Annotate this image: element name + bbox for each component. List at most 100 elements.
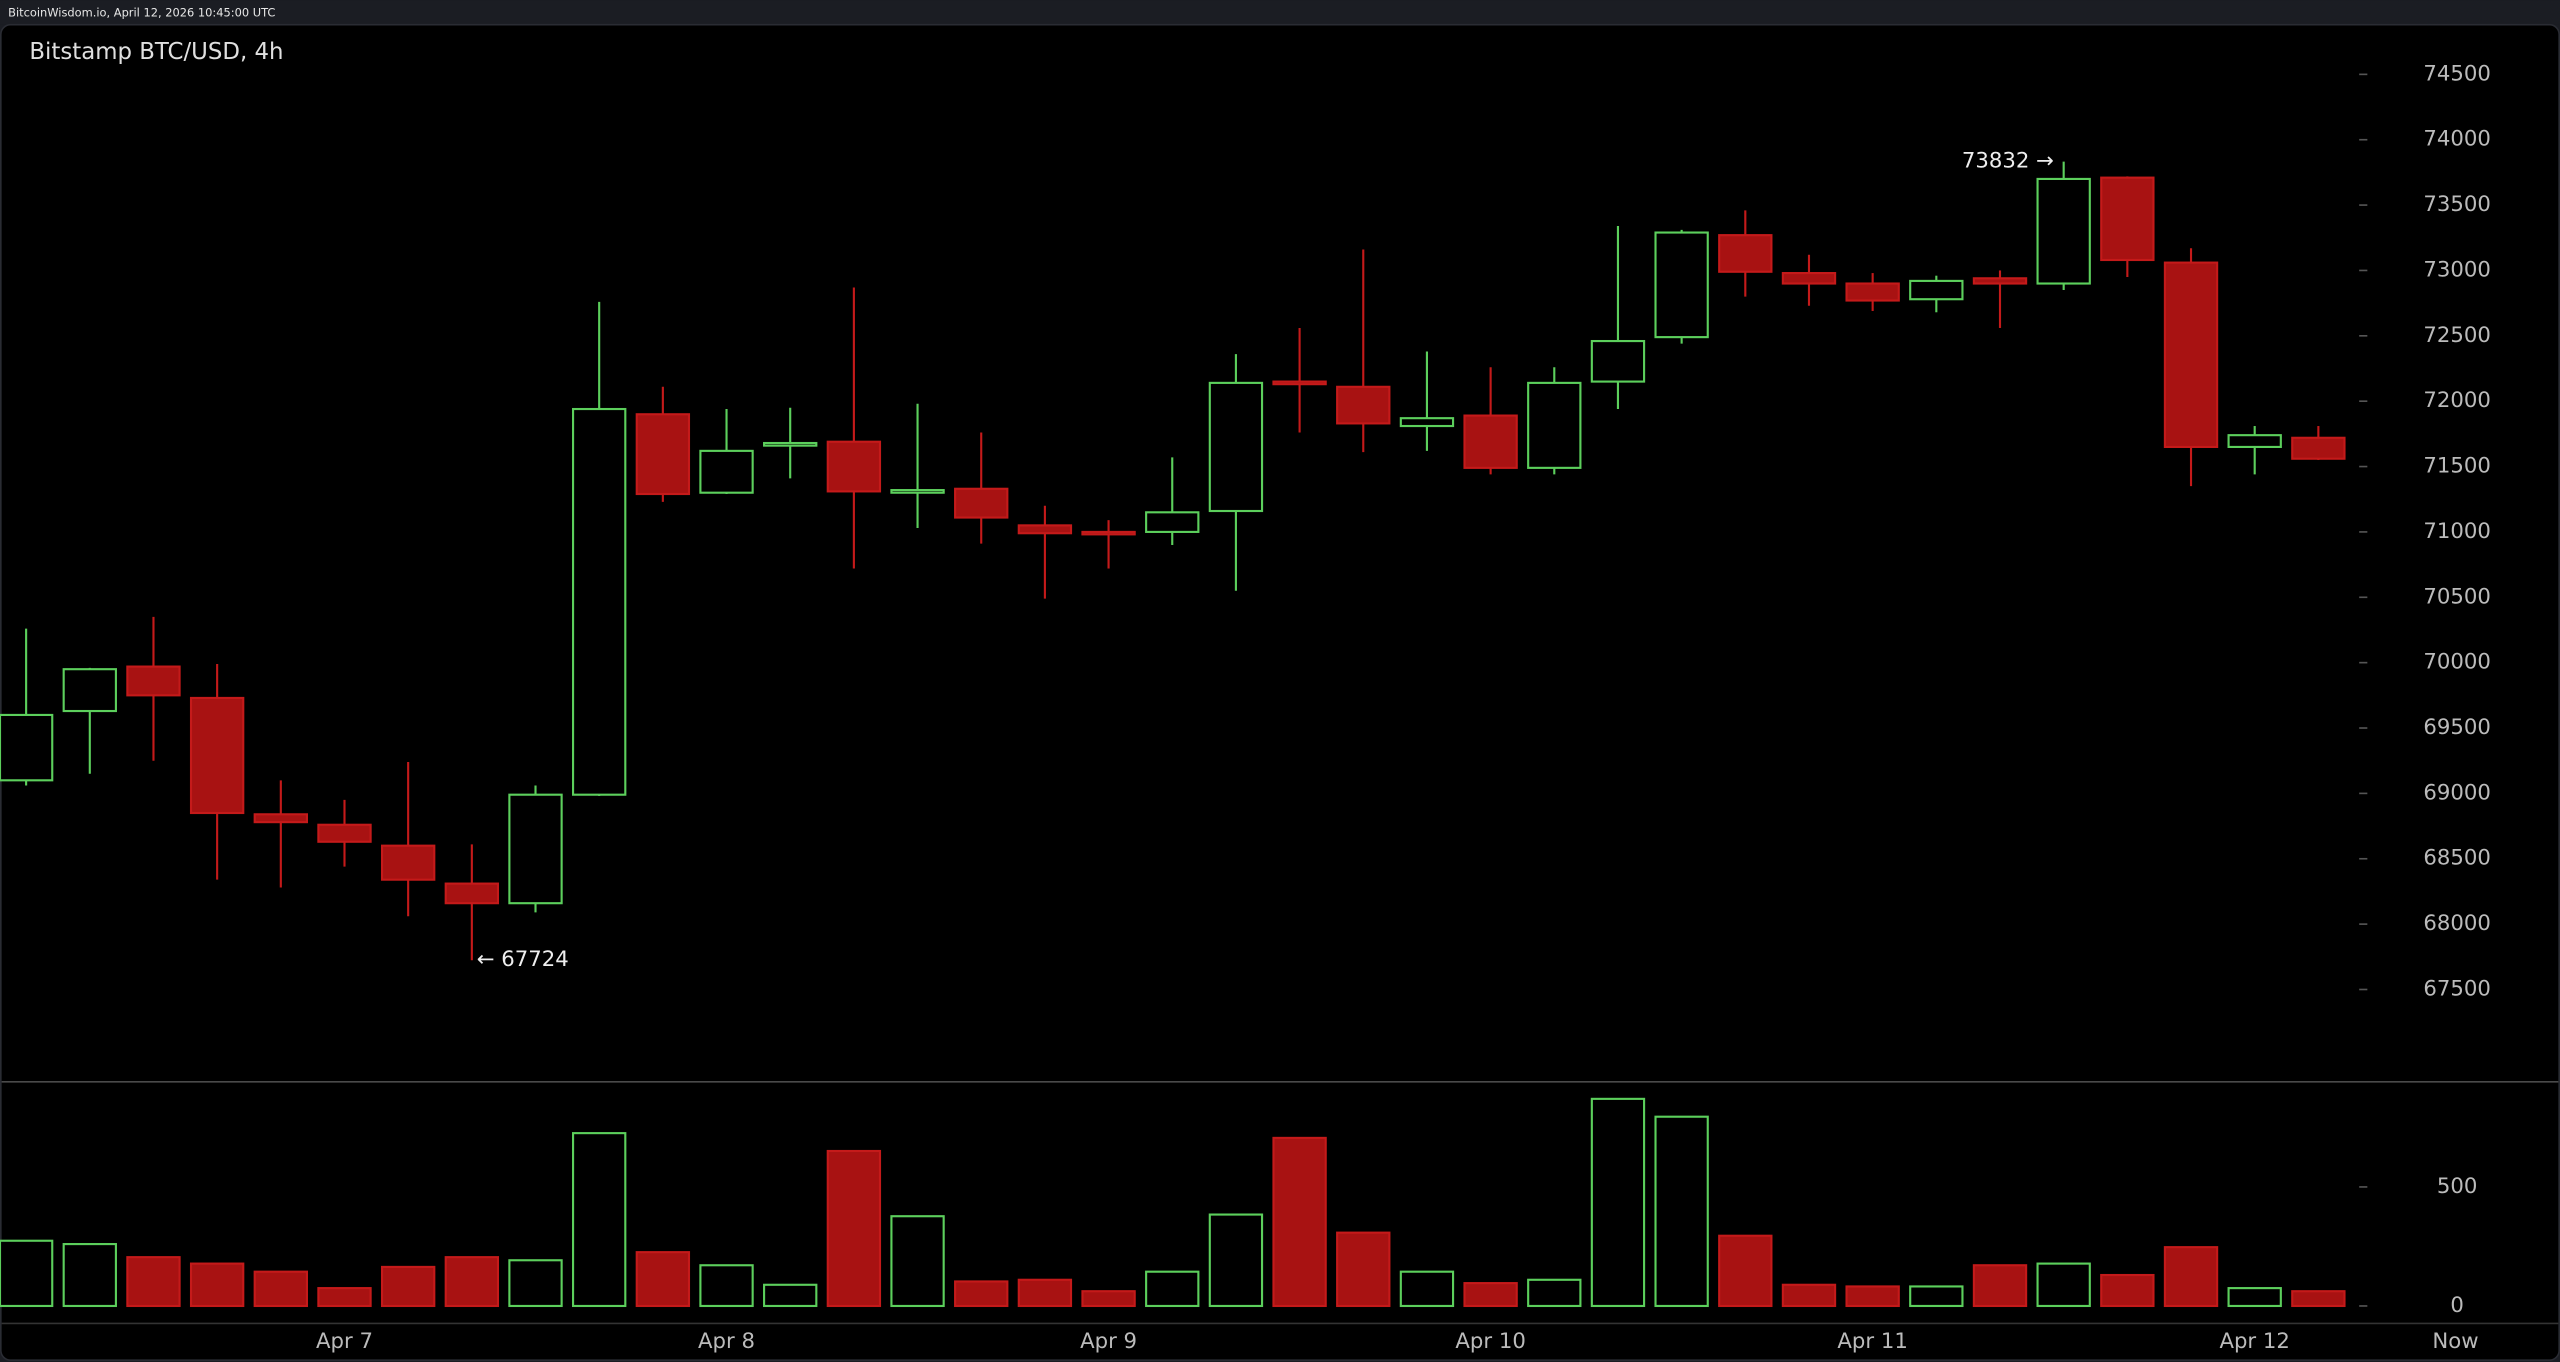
candle-body (1527, 381, 1582, 469)
x-tick-label: Apr 10 (1455, 1329, 1525, 1354)
volume-bar (2227, 1287, 2282, 1308)
candle-body (1590, 339, 1646, 383)
candle-body (1781, 272, 1837, 285)
volume-bar (890, 1215, 945, 1308)
volume-bar (1145, 1270, 1200, 1308)
volume-bar (1845, 1285, 1900, 1308)
volume-bar (1463, 1282, 1518, 1308)
candle-body (1463, 414, 1518, 469)
candle-body (1972, 277, 2028, 285)
x-tick-label: Apr 12 (2219, 1329, 2289, 1354)
x-tick-label: Apr 7 (316, 1329, 373, 1354)
volume-bar (1590, 1097, 1646, 1308)
price-annotation: 73832 → (1962, 149, 2054, 174)
candle-body (1845, 282, 1900, 302)
volume-bar (444, 1256, 500, 1308)
volume-bar (1336, 1231, 1391, 1308)
volume-bar (1718, 1234, 1773, 1308)
candle-body (1909, 279, 1964, 301)
volume-bar (635, 1251, 691, 1308)
y-tick-label: 72500 (2423, 323, 2491, 348)
volume-bar (1399, 1270, 1455, 1308)
candle-body (317, 823, 372, 843)
volume-bar (317, 1287, 372, 1308)
candle-body (1336, 385, 1391, 425)
x-tick-label: Apr 8 (698, 1329, 755, 1354)
y-tick-label: 71000 (2423, 519, 2491, 544)
candle-body (1017, 524, 1073, 535)
volume-bar (1654, 1115, 1709, 1308)
volume-bar (1272, 1136, 1327, 1308)
candle-body (763, 441, 818, 447)
volume-bar (2291, 1290, 2346, 1308)
candle-body (508, 793, 563, 905)
volume-bar (126, 1256, 181, 1308)
candle-body (126, 665, 181, 697)
candle-body (890, 489, 945, 494)
volume-bar (1909, 1285, 1964, 1308)
volume-bar (2163, 1246, 2219, 1308)
candle-body (572, 407, 627, 796)
x-tick-label: Apr 9 (1080, 1329, 1137, 1354)
candle-body (253, 813, 308, 824)
candle-body (2100, 176, 2155, 262)
now-label: Now (2432, 1329, 2478, 1354)
candle-body (1145, 511, 1200, 533)
candle-body (0, 713, 54, 782)
candle-body (699, 449, 754, 494)
volume-bar (62, 1243, 117, 1308)
y-tick-label: 70500 (2423, 584, 2491, 609)
price-annotation: ← 67724 (477, 947, 569, 972)
candle-body (954, 487, 1009, 519)
y-tick-label: 68500 (2423, 846, 2491, 871)
volume-bar (699, 1264, 754, 1308)
y-tick-label: 72000 (2423, 388, 2491, 413)
candle-body (62, 668, 117, 713)
volume-bar (954, 1280, 1009, 1308)
y-tick-label: 69500 (2423, 715, 2491, 740)
candle-body (1718, 234, 1773, 273)
volume-tick-label: 500 (2437, 1174, 2478, 1199)
volume-bar (508, 1259, 563, 1308)
volume-bar (763, 1283, 818, 1308)
candle-body (2036, 177, 2091, 285)
y-tick-label: 73000 (2423, 257, 2491, 282)
volume-bar (2100, 1273, 2155, 1308)
candle-body (2291, 436, 2346, 460)
volume-tick-label: 0 (2450, 1293, 2464, 1318)
volume-bar (1081, 1290, 1136, 1308)
candle-body (189, 696, 245, 815)
chart-title: Bitstamp BTC/USD, 4h (29, 39, 283, 65)
volume-bar (189, 1262, 245, 1308)
chart-panel (0, 23, 2560, 1361)
y-tick-label: 67500 (2423, 976, 2491, 1001)
y-tick-label: 73500 (2423, 192, 2491, 217)
y-tick-label: 74500 (2423, 61, 2491, 86)
y-tick-label: 68000 (2423, 911, 2491, 936)
candle-body (2163, 261, 2219, 449)
y-tick-label: 70000 (2423, 650, 2491, 675)
candle-body (1654, 231, 1709, 339)
top-bar (0, 0, 2560, 25)
volume-bar (253, 1270, 308, 1308)
volume-bar (1972, 1264, 2028, 1308)
volume-bar (1781, 1283, 1837, 1308)
volume-bar (1208, 1213, 1264, 1308)
candle-body (1272, 380, 1327, 386)
volume-bar (0, 1239, 54, 1308)
candle-body (1399, 417, 1455, 428)
volume-bar (826, 1149, 882, 1308)
volume-bar (1017, 1278, 1073, 1308)
volume-bar (2036, 1262, 2091, 1308)
candle-body (444, 882, 500, 905)
candle-body (1081, 530, 1136, 536)
volume-bar (572, 1132, 627, 1308)
y-tick-label: 69000 (2423, 780, 2491, 805)
header: BitcoinWisdom.io, April 12, 2026 10:45:0… (8, 6, 275, 20)
volume-bar (1527, 1278, 1582, 1308)
x-tick-label: Apr 11 (1837, 1329, 1907, 1354)
candle-body (380, 844, 436, 881)
candle-body (1208, 381, 1264, 513)
